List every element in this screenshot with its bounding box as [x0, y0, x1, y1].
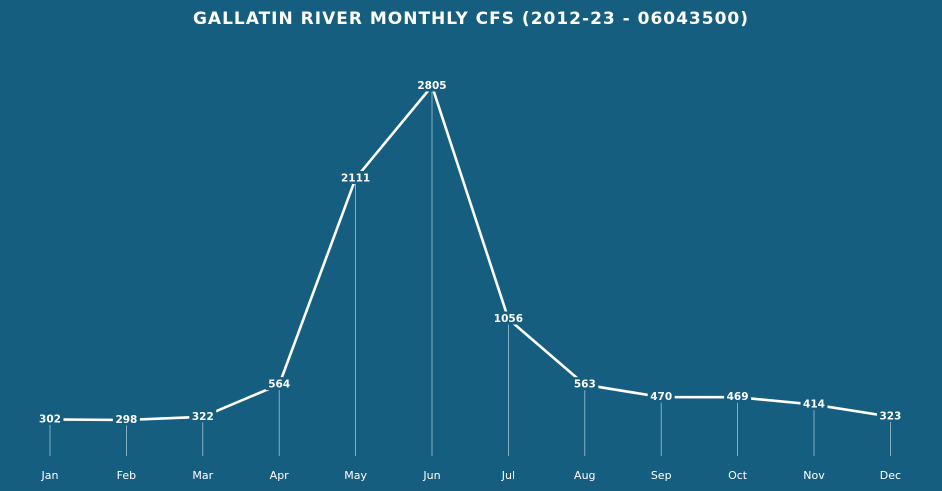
- data-label-bg: [112, 412, 140, 426]
- data-label-bg: [571, 377, 599, 391]
- data-point-apr: 564: [265, 377, 293, 391]
- data-label: 470: [650, 391, 672, 403]
- data-point-oct: 469: [724, 389, 752, 403]
- data-label-bg: [265, 377, 293, 391]
- x-tick-label: Dec: [880, 469, 901, 482]
- data-label-bg: [724, 389, 752, 403]
- data-label-bg: [189, 409, 217, 423]
- x-tick-label: Jan: [41, 469, 59, 482]
- data-label-bg: [338, 170, 373, 184]
- data-point-mar: 322: [189, 409, 217, 423]
- data-label: 2805: [417, 80, 446, 92]
- data-label: 302: [39, 413, 61, 425]
- data-label: 564: [268, 379, 290, 391]
- data-point-jul: 1056: [491, 311, 526, 325]
- data-point-jun: 2805: [415, 78, 449, 92]
- data-label: 414: [803, 399, 825, 411]
- data-point-nov: 414: [800, 397, 828, 411]
- x-tick-label: Oct: [728, 469, 748, 482]
- x-tick-label: Feb: [117, 469, 136, 482]
- data-label-bg: [876, 409, 904, 423]
- data-point-aug: 563: [571, 377, 599, 391]
- data-label-bg: [647, 389, 675, 403]
- data-label-bg: [415, 78, 449, 92]
- x-tick-label: Mar: [192, 469, 213, 482]
- data-label: 2111: [341, 172, 370, 184]
- x-tick-label: Jul: [501, 469, 515, 482]
- x-tick-label: Aug: [574, 469, 595, 482]
- data-label: 469: [727, 391, 749, 403]
- data-point-jan: 302: [36, 411, 64, 425]
- data-point-sep: 470: [647, 389, 675, 403]
- data-point-may: 2111: [338, 170, 373, 184]
- x-tick-label: Jun: [422, 469, 440, 482]
- series-line: [48, 84, 892, 422]
- data-point-dec: 323: [876, 409, 904, 423]
- data-label: 323: [879, 411, 901, 423]
- data-label: 563: [574, 379, 596, 391]
- data-label: 322: [192, 411, 214, 423]
- data-label: 298: [115, 414, 137, 426]
- x-tick-label: May: [344, 469, 367, 482]
- data-point-feb: 298: [112, 412, 140, 426]
- data-label-bg: [800, 397, 828, 411]
- data-label-bg: [491, 311, 526, 325]
- x-tick-label: Sep: [651, 469, 672, 482]
- x-tick-label: Nov: [803, 469, 825, 482]
- chart-title: GALLATIN RIVER MONTHLY CFS (2012-23 - 06…: [192, 9, 750, 29]
- x-tick-label: Apr: [270, 469, 290, 482]
- data-label-bg: [36, 411, 64, 425]
- data-label: 1056: [494, 313, 523, 325]
